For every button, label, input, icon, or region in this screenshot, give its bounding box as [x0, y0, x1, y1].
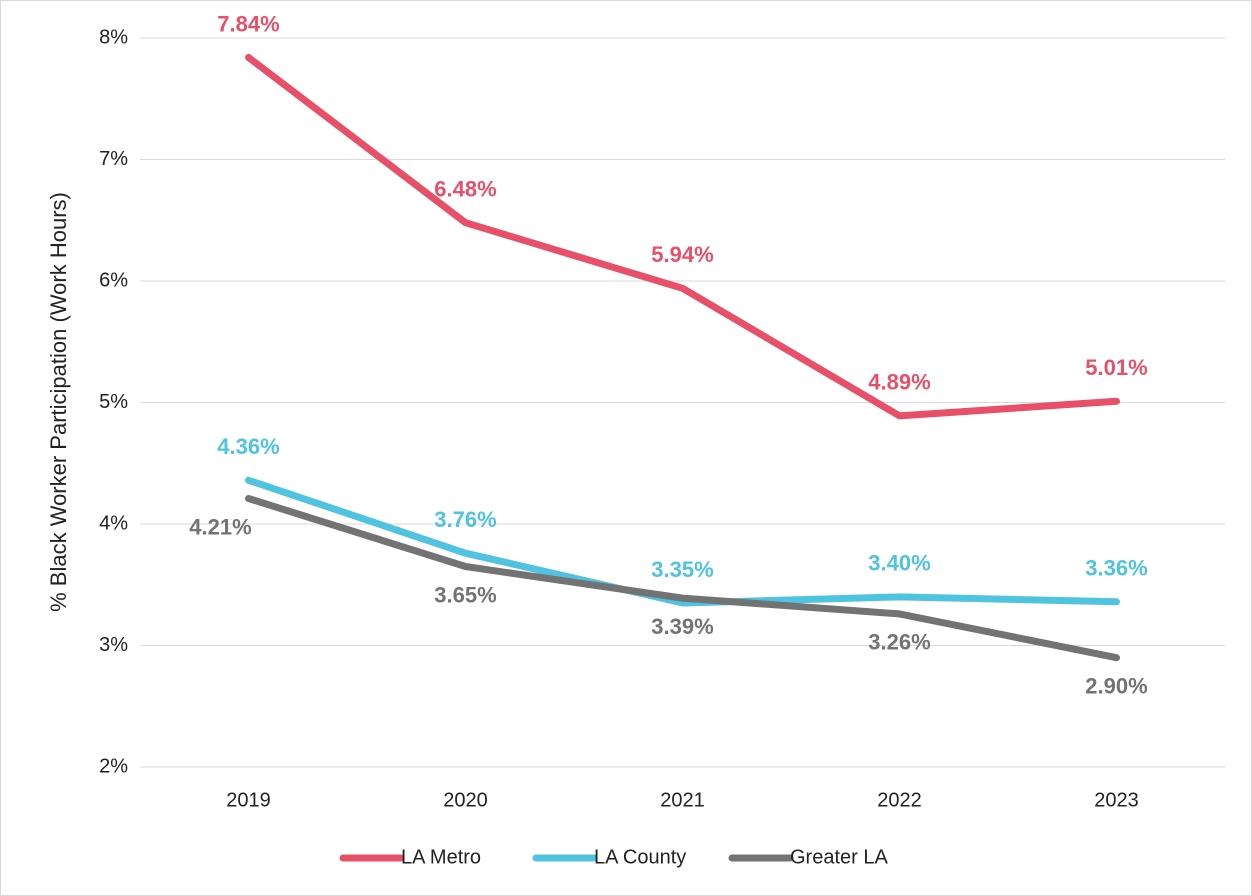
- legend-label: LA County: [594, 846, 686, 868]
- y-tick-label: 8%: [99, 26, 128, 48]
- data-label: 4.89%: [868, 370, 930, 395]
- y-tick-label: 3%: [99, 634, 128, 656]
- data-label: 3.76%: [434, 507, 496, 532]
- data-label: 3.26%: [868, 630, 930, 655]
- x-tick-label: 2020: [443, 789, 488, 811]
- y-tick-label: 4%: [99, 512, 128, 534]
- series-line: [245, 494, 1120, 662]
- series-line: [245, 476, 1120, 607]
- data-label: 5.01%: [1085, 355, 1147, 380]
- data-label: 7.84%: [217, 11, 279, 36]
- data-label: 3.35%: [651, 557, 713, 582]
- data-label: 3.40%: [868, 551, 930, 576]
- y-tick-label: 5%: [99, 391, 128, 413]
- y-axis-label: % Black Worker Participation (Work Hours…: [46, 192, 71, 612]
- data-label: 2.90%: [1085, 673, 1147, 698]
- legend-label: LA Metro: [401, 846, 481, 868]
- x-tick-label: 2019: [226, 789, 271, 811]
- y-tick-label: 6%: [99, 269, 128, 291]
- data-label: 3.36%: [1085, 556, 1147, 581]
- data-label: 5.94%: [651, 242, 713, 267]
- data-label: 4.36%: [217, 434, 279, 459]
- data-label: 4.21%: [189, 514, 251, 539]
- x-tick-label: 2021: [660, 789, 705, 811]
- series-line: [245, 53, 1120, 420]
- data-label: 6.48%: [434, 176, 496, 201]
- x-tick-label: 2023: [1094, 789, 1139, 811]
- data-label: 3.39%: [651, 614, 713, 639]
- data-label: 3.65%: [434, 582, 496, 607]
- legend-label: Greater LA: [790, 846, 888, 868]
- y-tick-label: 7%: [99, 148, 128, 170]
- x-tick-label: 2022: [877, 789, 922, 811]
- y-tick-label: 2%: [99, 755, 128, 777]
